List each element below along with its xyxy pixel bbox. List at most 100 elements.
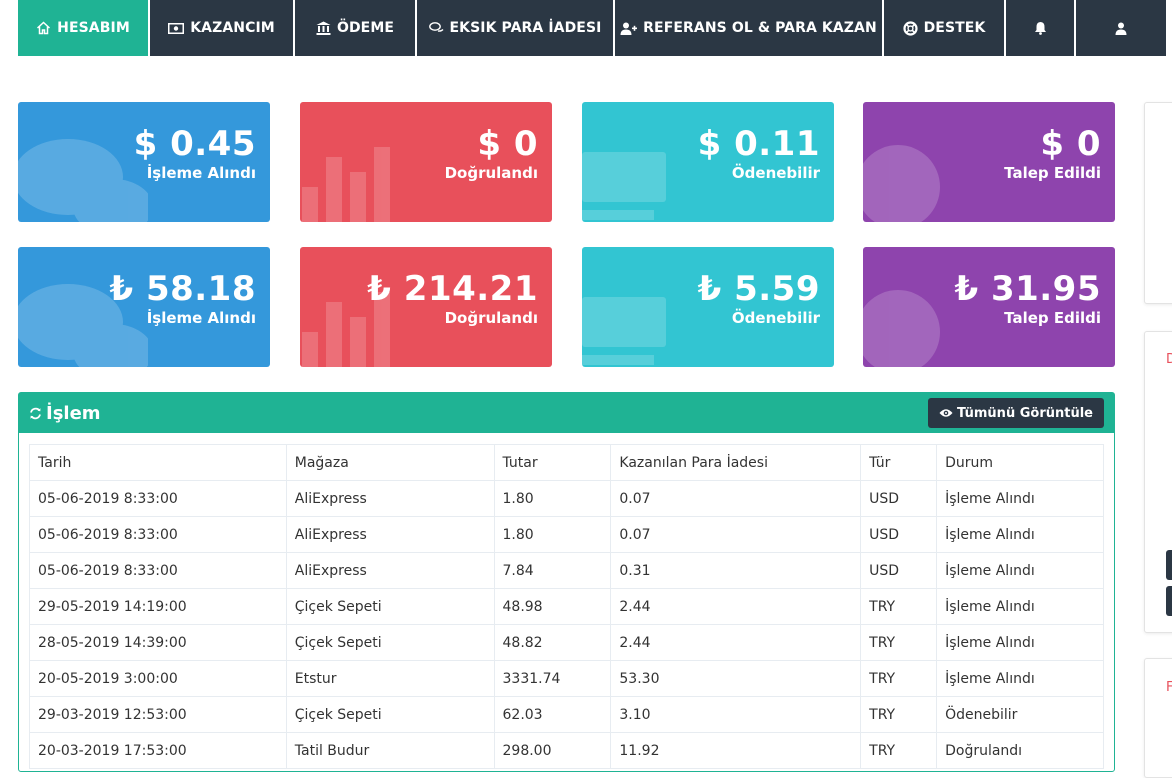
column-header: Tarih bbox=[29, 444, 287, 481]
bar-chart-icon bbox=[302, 292, 390, 367]
nav-profile[interactable] bbox=[1076, 0, 1166, 56]
table-cell: 53.30 bbox=[610, 660, 862, 697]
credit-card-icon bbox=[582, 297, 666, 365]
stat-card-usd-verified: $ 0 Doğrulandı bbox=[300, 102, 552, 222]
side-button[interactable] bbox=[1166, 550, 1172, 580]
stat-label: Ödenebilir bbox=[731, 164, 820, 182]
side-panel-2 bbox=[1144, 331, 1172, 633]
table-cell: TRY bbox=[860, 696, 938, 733]
comments-icon bbox=[18, 284, 148, 367]
comments-icon bbox=[18, 139, 148, 222]
transactions-panel: İşlem Tümünü Görüntüle Tarih Mağaza Tuta… bbox=[18, 392, 1115, 772]
table-cell: 20-05-2019 3:00:00 bbox=[29, 660, 287, 697]
stat-label: İşleme Alındı bbox=[146, 164, 256, 182]
table-row: 05-06-2019 8:33:00 AliExpress 7.84 0.31 USD İ… bbox=[29, 552, 1104, 589]
bar-chart-icon bbox=[302, 147, 390, 222]
user-icon bbox=[1115, 22, 1127, 35]
nav-label: REFERANS OL & PARA KAZAN bbox=[643, 20, 877, 36]
table-cell: 0.31 bbox=[610, 552, 862, 589]
view-all-button[interactable]: Tümünü Görüntüle bbox=[928, 398, 1104, 428]
stat-card-try-verified: ₺ 214.21 Doğrulandı bbox=[300, 247, 552, 367]
table-cell: 48.98 bbox=[493, 588, 612, 625]
nav-odeme[interactable]: ÖDEME bbox=[295, 0, 417, 56]
money-icon bbox=[168, 22, 185, 34]
stat-value: $ 0 bbox=[477, 124, 538, 164]
nav-hesabim[interactable]: HESABIM bbox=[18, 0, 150, 56]
stat-value: $ 0 bbox=[1040, 124, 1101, 164]
eye-icon bbox=[939, 408, 953, 418]
table-cell: TRY bbox=[860, 732, 938, 769]
table-cell: USD bbox=[860, 516, 938, 553]
table-cell: İşleme Alındı bbox=[936, 624, 1104, 661]
stat-label: Doğrulandı bbox=[444, 164, 538, 182]
table-cell: İşleme Alındı bbox=[936, 588, 1104, 625]
table-cell: 29-05-2019 14:19:00 bbox=[29, 588, 287, 625]
table-cell: Çiçek Sepeti bbox=[285, 588, 495, 625]
side-panel-label: D bbox=[1166, 352, 1172, 367]
stat-label: Doğrulandı bbox=[444, 309, 538, 327]
stat-card-usd-requested: $ 0 Talep Edildi bbox=[863, 102, 1115, 222]
table-cell: TRY bbox=[860, 660, 938, 697]
table-cell: USD bbox=[860, 480, 938, 517]
table-row: 29-05-2019 14:19:00 Çiçek Sepeti 48.98 2.44… bbox=[29, 588, 1104, 625]
side-panel-1 bbox=[1144, 102, 1172, 304]
table-cell: İşleme Alındı bbox=[936, 516, 1104, 553]
stat-card-try-processing: ₺ 58.18 İşleme Alındı bbox=[18, 247, 270, 367]
stat-card-usd-payable: $ 0.11 Ödenebilir bbox=[582, 102, 834, 222]
table-cell: TRY bbox=[860, 624, 938, 661]
nav-destek[interactable]: DESTEK bbox=[884, 0, 1006, 56]
table-cell: İşleme Alındı bbox=[936, 552, 1104, 589]
table-cell: AliExpress bbox=[285, 516, 495, 553]
panel-title: İşlem bbox=[29, 403, 101, 424]
globe-icon bbox=[863, 290, 940, 367]
table-cell: TRY bbox=[860, 588, 938, 625]
stat-card-usd-processing: $ 0.45 İşleme Alındı bbox=[18, 102, 270, 222]
nav-notifications[interactable] bbox=[1006, 0, 1076, 56]
stat-label: Ödenebilir bbox=[731, 309, 820, 327]
stat-card-try-requested: ₺ 31.95 Talep Edildi bbox=[863, 247, 1115, 367]
table-cell: Çiçek Sepeti bbox=[285, 624, 495, 661]
life-ring-icon bbox=[902, 20, 918, 36]
table-cell: 7.84 bbox=[493, 552, 612, 589]
top-nav: HESABIM KAZANCIM ÖDEME EKSIK PARA İADESI… bbox=[18, 0, 1166, 56]
column-header: Tutar bbox=[493, 444, 612, 481]
stat-value: ₺ 214.21 bbox=[367, 269, 538, 309]
table-row: 20-03-2019 17:53:00 Tatil Budur 298.00 11.9… bbox=[29, 732, 1104, 769]
nav-referans[interactable]: REFERANS OL & PARA KAZAN bbox=[615, 0, 884, 56]
stat-value: $ 0.11 bbox=[697, 124, 820, 164]
table-row: 05-06-2019 8:33:00 AliExpress 1.80 0.07 USD İ… bbox=[29, 516, 1104, 553]
table-cell: 28-05-2019 14:39:00 bbox=[29, 624, 287, 661]
table-cell: 0.07 bbox=[610, 516, 862, 553]
table-cell: 298.00 bbox=[493, 732, 612, 769]
table-cell: 05-06-2019 8:33:00 bbox=[29, 480, 287, 517]
stat-card-try-payable: ₺ 5.59 Ödenebilir bbox=[582, 247, 834, 367]
side-button[interactable] bbox=[1166, 586, 1172, 616]
nav-eksik-para-iadesi[interactable]: EKSIK PARA İADESI bbox=[417, 0, 615, 56]
table-cell: USD bbox=[860, 552, 938, 589]
table-cell: 1.80 bbox=[493, 480, 612, 517]
user-plus-icon bbox=[620, 22, 638, 35]
table-cell: Tatil Budur bbox=[285, 732, 495, 769]
table-cell: AliExpress bbox=[285, 480, 495, 517]
table-cell: 20-03-2019 17:53:00 bbox=[29, 732, 287, 769]
home-icon bbox=[36, 21, 51, 35]
bell-icon bbox=[1034, 21, 1047, 35]
credit-card-icon bbox=[582, 152, 666, 220]
nav-label: KAZANCIM bbox=[190, 20, 275, 36]
table-row: 05-06-2019 8:33:00 AliExpress 1.80 0.07 USD İ… bbox=[29, 480, 1104, 517]
table-cell: 29-03-2019 12:53:00 bbox=[29, 696, 287, 733]
table-cell: Çiçek Sepeti bbox=[285, 696, 495, 733]
side-panel-label: F bbox=[1166, 680, 1172, 695]
chat-icon bbox=[428, 22, 444, 34]
nav-kazancim[interactable]: KAZANCIM bbox=[150, 0, 295, 56]
column-header: Mağaza bbox=[285, 444, 495, 481]
table-cell: 1.80 bbox=[493, 516, 612, 553]
table-cell: 2.44 bbox=[610, 588, 862, 625]
transactions-table: Tarih Mağaza Tutar Kazanılan Para İadesi… bbox=[29, 444, 1104, 769]
panel-header: İşlem Tümünü Görüntüle bbox=[19, 393, 1114, 433]
nav-label: ÖDEME bbox=[336, 20, 395, 36]
table-cell: AliExpress bbox=[285, 552, 495, 589]
table-cell: 62.03 bbox=[493, 696, 612, 733]
stat-label: Talep Edildi bbox=[1004, 164, 1101, 182]
table-cell: Etstur bbox=[285, 660, 495, 697]
